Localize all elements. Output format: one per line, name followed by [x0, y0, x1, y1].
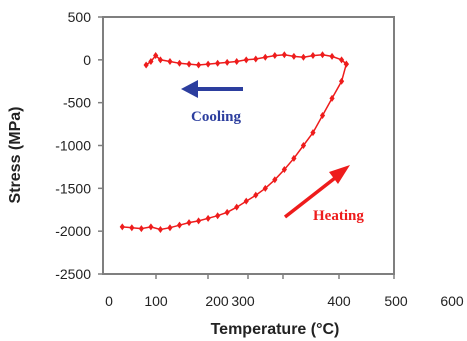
tick-layer: 500 0 -500 -1000 -1500 -2000 -2500 0 100 200 300 40…: [55, 9, 464, 309]
heating-point: [300, 142, 307, 149]
heating-point: [329, 94, 335, 102]
y-tick-label: -2000: [55, 223, 91, 239]
cooling-point: [167, 58, 173, 66]
cooling-point: [224, 58, 230, 66]
y-tick-label: 0: [83, 52, 91, 68]
y-tick-label: 500: [68, 9, 92, 25]
y-axis-title: Stress (MPa): [7, 107, 24, 204]
cooling-point: [176, 59, 183, 67]
heating-arrow-head: [329, 165, 350, 184]
heating-point: [148, 223, 154, 231]
cooling-point: [205, 60, 211, 68]
cooling-point: [234, 58, 240, 66]
heating-point: [338, 77, 345, 85]
cooling-point: [143, 61, 149, 69]
x-tick-label: 0: [105, 293, 113, 309]
heating-point: [291, 154, 297, 162]
heating-annotation: Heating: [283, 165, 364, 224]
heating-point: [253, 191, 259, 199]
heating-point: [319, 112, 326, 120]
x-tick-label: 400: [327, 293, 351, 309]
heating-point: [310, 129, 316, 137]
x-tick-label: 100: [144, 293, 168, 309]
cooling-point: [281, 51, 287, 59]
heating-point: [195, 217, 202, 225]
cooling-arrow-head: [181, 80, 198, 98]
heating-point: [234, 203, 240, 211]
x-axis-title: Temperature (°C): [211, 321, 340, 338]
cooling-point: [186, 60, 192, 68]
x-tick-label: 600: [440, 293, 464, 309]
cooling-point: [157, 56, 164, 64]
heating-point: [272, 176, 278, 184]
heating-arrow-shaft: [283, 176, 337, 219]
y-tick-label: -1500: [55, 180, 91, 196]
heating-point: [138, 225, 144, 233]
cooling-point: [153, 52, 159, 60]
y-tick-label: -1000: [55, 138, 91, 154]
heating-point: [176, 221, 183, 229]
cooling-point: [148, 58, 154, 66]
cooling-point: [272, 52, 278, 60]
cooling-label: Cooling: [191, 109, 242, 125]
heating-point: [157, 225, 164, 233]
cooling-point: [300, 53, 307, 61]
heating-point: [215, 212, 221, 220]
cooling-point: [243, 56, 249, 64]
cooling-point: [253, 55, 259, 63]
heating-point: [262, 184, 268, 192]
cooling-point: [329, 52, 335, 60]
cooling-point: [343, 60, 349, 68]
cooling-point: [262, 53, 268, 61]
heating-point: [281, 165, 287, 173]
cooling-point: [291, 52, 297, 60]
heating-point: [243, 197, 249, 205]
heating-point: [129, 224, 135, 232]
cooling-point: [310, 52, 316, 60]
data-points-layer: [119, 51, 349, 233]
plot-frame: [102, 16, 395, 275]
heating-point: [119, 223, 125, 231]
x-tick-label: 500: [384, 293, 408, 309]
x-tick-label: 200: [205, 293, 229, 309]
y-tick-label: -2500: [55, 266, 91, 282]
heating-point: [186, 219, 192, 227]
cooling-point: [338, 56, 345, 64]
heating-point: [167, 224, 173, 232]
cooling-point: [215, 59, 221, 67]
cooling-point: [319, 51, 326, 59]
cooling-point: [195, 61, 202, 69]
heating-point: [205, 214, 211, 222]
y-tick-label: -500: [63, 95, 91, 111]
heating-label: Heating: [313, 208, 364, 224]
heating-point: [224, 208, 230, 216]
cooling-annotation: Cooling: [181, 80, 243, 125]
x-tick-label: 300: [231, 293, 255, 309]
